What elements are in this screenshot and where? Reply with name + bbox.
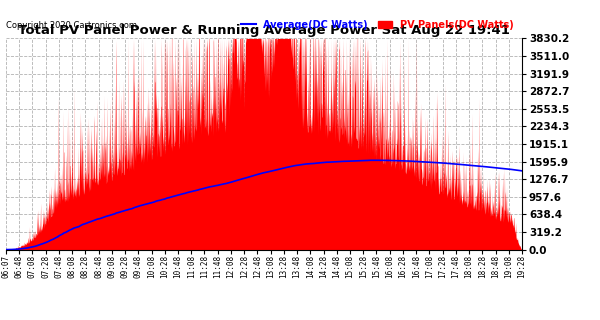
Text: Copyright 2020 Cartronics.com: Copyright 2020 Cartronics.com <box>6 21 137 30</box>
Legend: Average(DC Watts), PV Panels(DC Watts): Average(DC Watts), PV Panels(DC Watts) <box>237 16 518 34</box>
Title: Total PV Panel Power & Running Average Power Sat Aug 22 19:41: Total PV Panel Power & Running Average P… <box>18 24 510 37</box>
